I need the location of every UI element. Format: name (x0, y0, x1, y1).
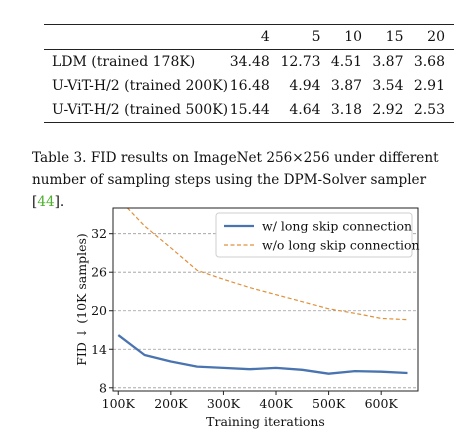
fid-line-chart: 8 14 20 26 32 100K 200K 300K 400K 500K 600K w/ long… (74, 207, 420, 429)
x-tick-label: 500K (312, 396, 346, 411)
table-header-cell: 5 (311, 29, 321, 45)
y-tick-label: 14 (91, 342, 107, 357)
fid-table: 4 5 10 15 20 LDM (trained 178K) 34.48 12… (44, 24, 454, 123)
table-header-cell (44, 25, 228, 50)
table-row: LDM (trained 178K) 34.48 12.73 4.51 3.87… (44, 50, 454, 75)
table-header-row: 4 5 10 15 20 (44, 24, 454, 50)
table-row: U-ViT-H/2 (trained 500K) 15.44 4.64 3.18… (44, 98, 454, 123)
table-cell: U-ViT-H/2 (trained 500K) (52, 102, 229, 118)
table-cell: 2.91 (413, 78, 445, 94)
table-cell: 12.73 (280, 54, 321, 70)
table-cell: 3.87 (330, 78, 363, 94)
legend-label: w/o long skip connection (262, 238, 420, 253)
x-tick-label: 300K (207, 396, 241, 411)
citation-link[interactable]: 44 (37, 194, 55, 210)
table-header-cell: 20 (427, 29, 445, 45)
table-cell: 34.48 (229, 54, 270, 70)
x-tick-label: 400K (259, 396, 293, 411)
y-tick-label: 26 (91, 265, 107, 280)
series-line-1 (117, 334, 408, 375)
table-header-cell: 4 (260, 29, 270, 45)
table-cell: 3.18 (330, 102, 363, 118)
caption-tail: ]. (54, 194, 65, 210)
table-cell: 3.68 (413, 54, 445, 70)
legend-box (215, 212, 413, 258)
caption-label: Table 3. (32, 150, 87, 166)
table-cell: 4.94 (289, 78, 321, 94)
y-axis-label: FID ↓ (10K samples) (74, 233, 89, 366)
caption-text: FID results on ImageNet 256×256 under di… (32, 150, 439, 210)
x-tick-label: 100K (102, 396, 136, 411)
table-caption: Table 3. FID results on ImageNet 256×256… (32, 147, 462, 213)
table-cell: 15.44 (229, 102, 270, 118)
x-axis-label: Training iterations (206, 414, 325, 429)
table-cell: 3.54 (372, 78, 404, 94)
table-cell: 3.87 (372, 54, 404, 70)
series-line-2 (126, 208, 408, 321)
table-cell: 2.92 (372, 102, 404, 118)
y-tick-label: 8 (99, 380, 107, 395)
table-cell: 4.51 (330, 54, 363, 70)
y-tick-label: 20 (91, 303, 107, 318)
legend-label: w/ long skip connection (262, 219, 412, 234)
table-cell: 16.48 (229, 78, 270, 94)
y-tick-label: 32 (91, 226, 107, 241)
table-cell: 2.53 (413, 102, 445, 118)
table-row: U-ViT-H/2 (trained 200K) 16.48 4.94 3.87… (44, 74, 454, 98)
table-cell: LDM (trained 178K) (52, 54, 196, 70)
table-header-cell: 10 (344, 29, 363, 45)
table-cell: U-ViT-H/2 (trained 200K) (52, 78, 229, 94)
x-tick-label: 200K (154, 396, 188, 411)
x-tick-label: 600K (365, 396, 399, 411)
table-header-cell: 15 (385, 29, 404, 45)
table-cell: 4.64 (289, 102, 321, 118)
plot-frame (112, 207, 419, 392)
